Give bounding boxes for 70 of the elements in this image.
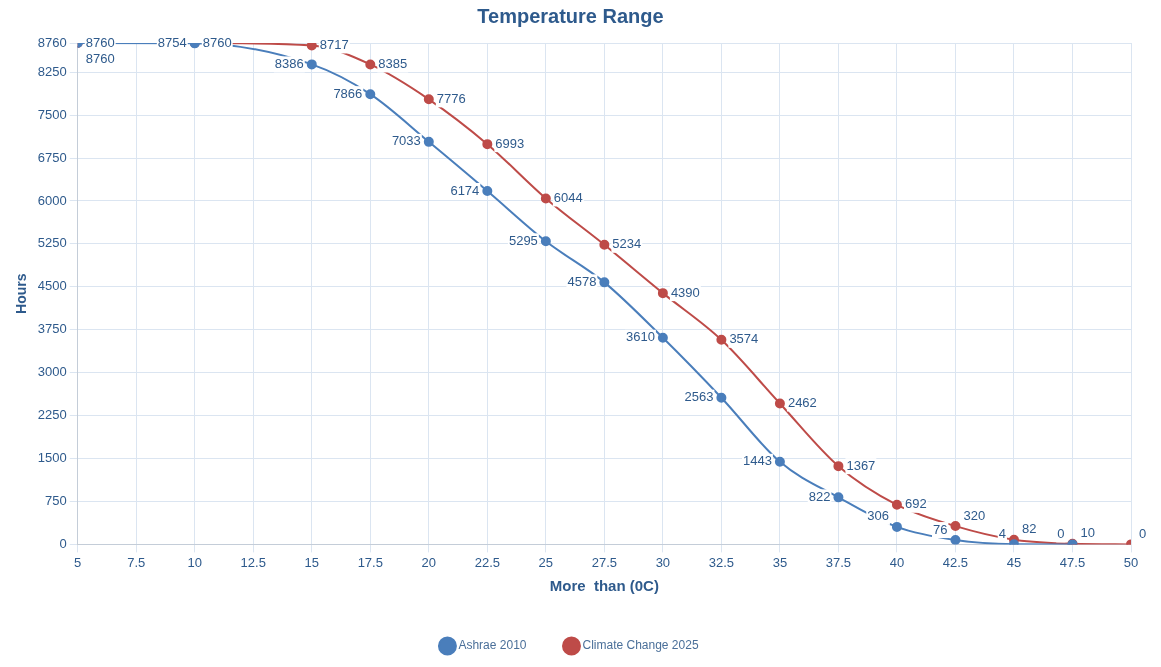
- data-label: 5295: [508, 232, 538, 248]
- x-tick-label: 15: [304, 554, 320, 570]
- data-label: 8385: [378, 56, 408, 72]
- data-label: 82: [1021, 521, 1037, 537]
- x-tick-label: 35: [772, 554, 788, 570]
- y-tick-label: 0: [59, 535, 67, 551]
- x-tick-label: 50: [1123, 554, 1139, 570]
- y-tick-label: 8250: [37, 63, 67, 79]
- x-tick-label: 30: [655, 554, 671, 570]
- x-tick-label: 17.5: [357, 554, 383, 570]
- y-tick-label: 5250: [37, 235, 67, 251]
- data-label: 10: [1080, 525, 1095, 541]
- data-label: 822: [808, 488, 831, 504]
- y-tick-label: 8760: [37, 34, 67, 50]
- y-tick-label: 2250: [37, 407, 67, 423]
- chart-title: Temperature Range: [477, 4, 664, 27]
- x-tick-label: 12.5: [240, 554, 266, 570]
- x-tick-label: 22.5: [474, 554, 500, 570]
- x-tick-label: 45: [1006, 554, 1022, 570]
- x-tick-label: 20: [421, 554, 437, 570]
- data-label: 7033: [391, 133, 421, 149]
- data-label: 0: [1139, 525, 1147, 541]
- legend-label: Climate Change 2025: [582, 638, 699, 653]
- data-label: 1367: [846, 457, 876, 473]
- x-tick-label: 47.5: [1059, 554, 1086, 570]
- data-label: 7866: [333, 85, 363, 101]
- data-label: 76: [932, 521, 948, 537]
- y-tick-label: 7500: [37, 106, 67, 122]
- data-label: 5234: [612, 236, 642, 252]
- y-tick-label: 750: [45, 493, 67, 509]
- data-label: 692: [904, 496, 927, 512]
- y-axis-title: Hours: [13, 273, 30, 314]
- data-label: 8386: [274, 55, 304, 71]
- data-label: 320: [963, 507, 986, 523]
- legend-label: Ashrae 2010: [458, 638, 527, 653]
- data-label: 3574: [729, 331, 759, 347]
- data-label: 8754: [157, 34, 187, 50]
- x-tick-label: 5: [74, 554, 82, 570]
- data-label: 2462: [787, 395, 817, 411]
- x-tick-label: 7.5: [127, 554, 146, 570]
- data-label: 8717: [319, 37, 349, 53]
- x-tick-label: 10: [187, 554, 202, 570]
- data-label: 6044: [553, 190, 583, 206]
- data-label: 1443: [742, 453, 772, 469]
- x-tick-label: 32.5: [708, 554, 735, 570]
- y-tick-label: 1500: [37, 450, 67, 466]
- x-tick-label: 37.5: [825, 554, 852, 570]
- data-label: 6993: [495, 135, 525, 151]
- x-tick-label: 25: [538, 554, 554, 570]
- data-label: 4578: [567, 273, 597, 289]
- data-label: 8760: [202, 34, 232, 50]
- x-tick-label: 27.5: [591, 554, 618, 570]
- data-label: 2563: [684, 389, 714, 405]
- data-label: 8760: [85, 50, 115, 66]
- x-tick-label: 40: [889, 554, 905, 570]
- data-label: 4: [998, 525, 1006, 541]
- data-label: 0: [1057, 525, 1065, 541]
- x-tick-label: 42.5: [942, 554, 969, 570]
- y-tick-label: 3000: [37, 364, 67, 380]
- data-label: 6174: [450, 182, 480, 198]
- data-label: 4390: [670, 284, 700, 300]
- y-tick-label: 6750: [37, 149, 67, 165]
- y-tick-label: 3750: [37, 321, 67, 337]
- y-tick-label: 6000: [37, 192, 67, 208]
- data-label: 306: [867, 508, 889, 524]
- y-tick-label: 4500: [37, 278, 67, 294]
- data-label: 7776: [436, 90, 466, 106]
- x-axis-title: More than (0C): [549, 577, 659, 595]
- data-label: 8760: [85, 34, 115, 50]
- data-label: 3610: [625, 329, 655, 345]
